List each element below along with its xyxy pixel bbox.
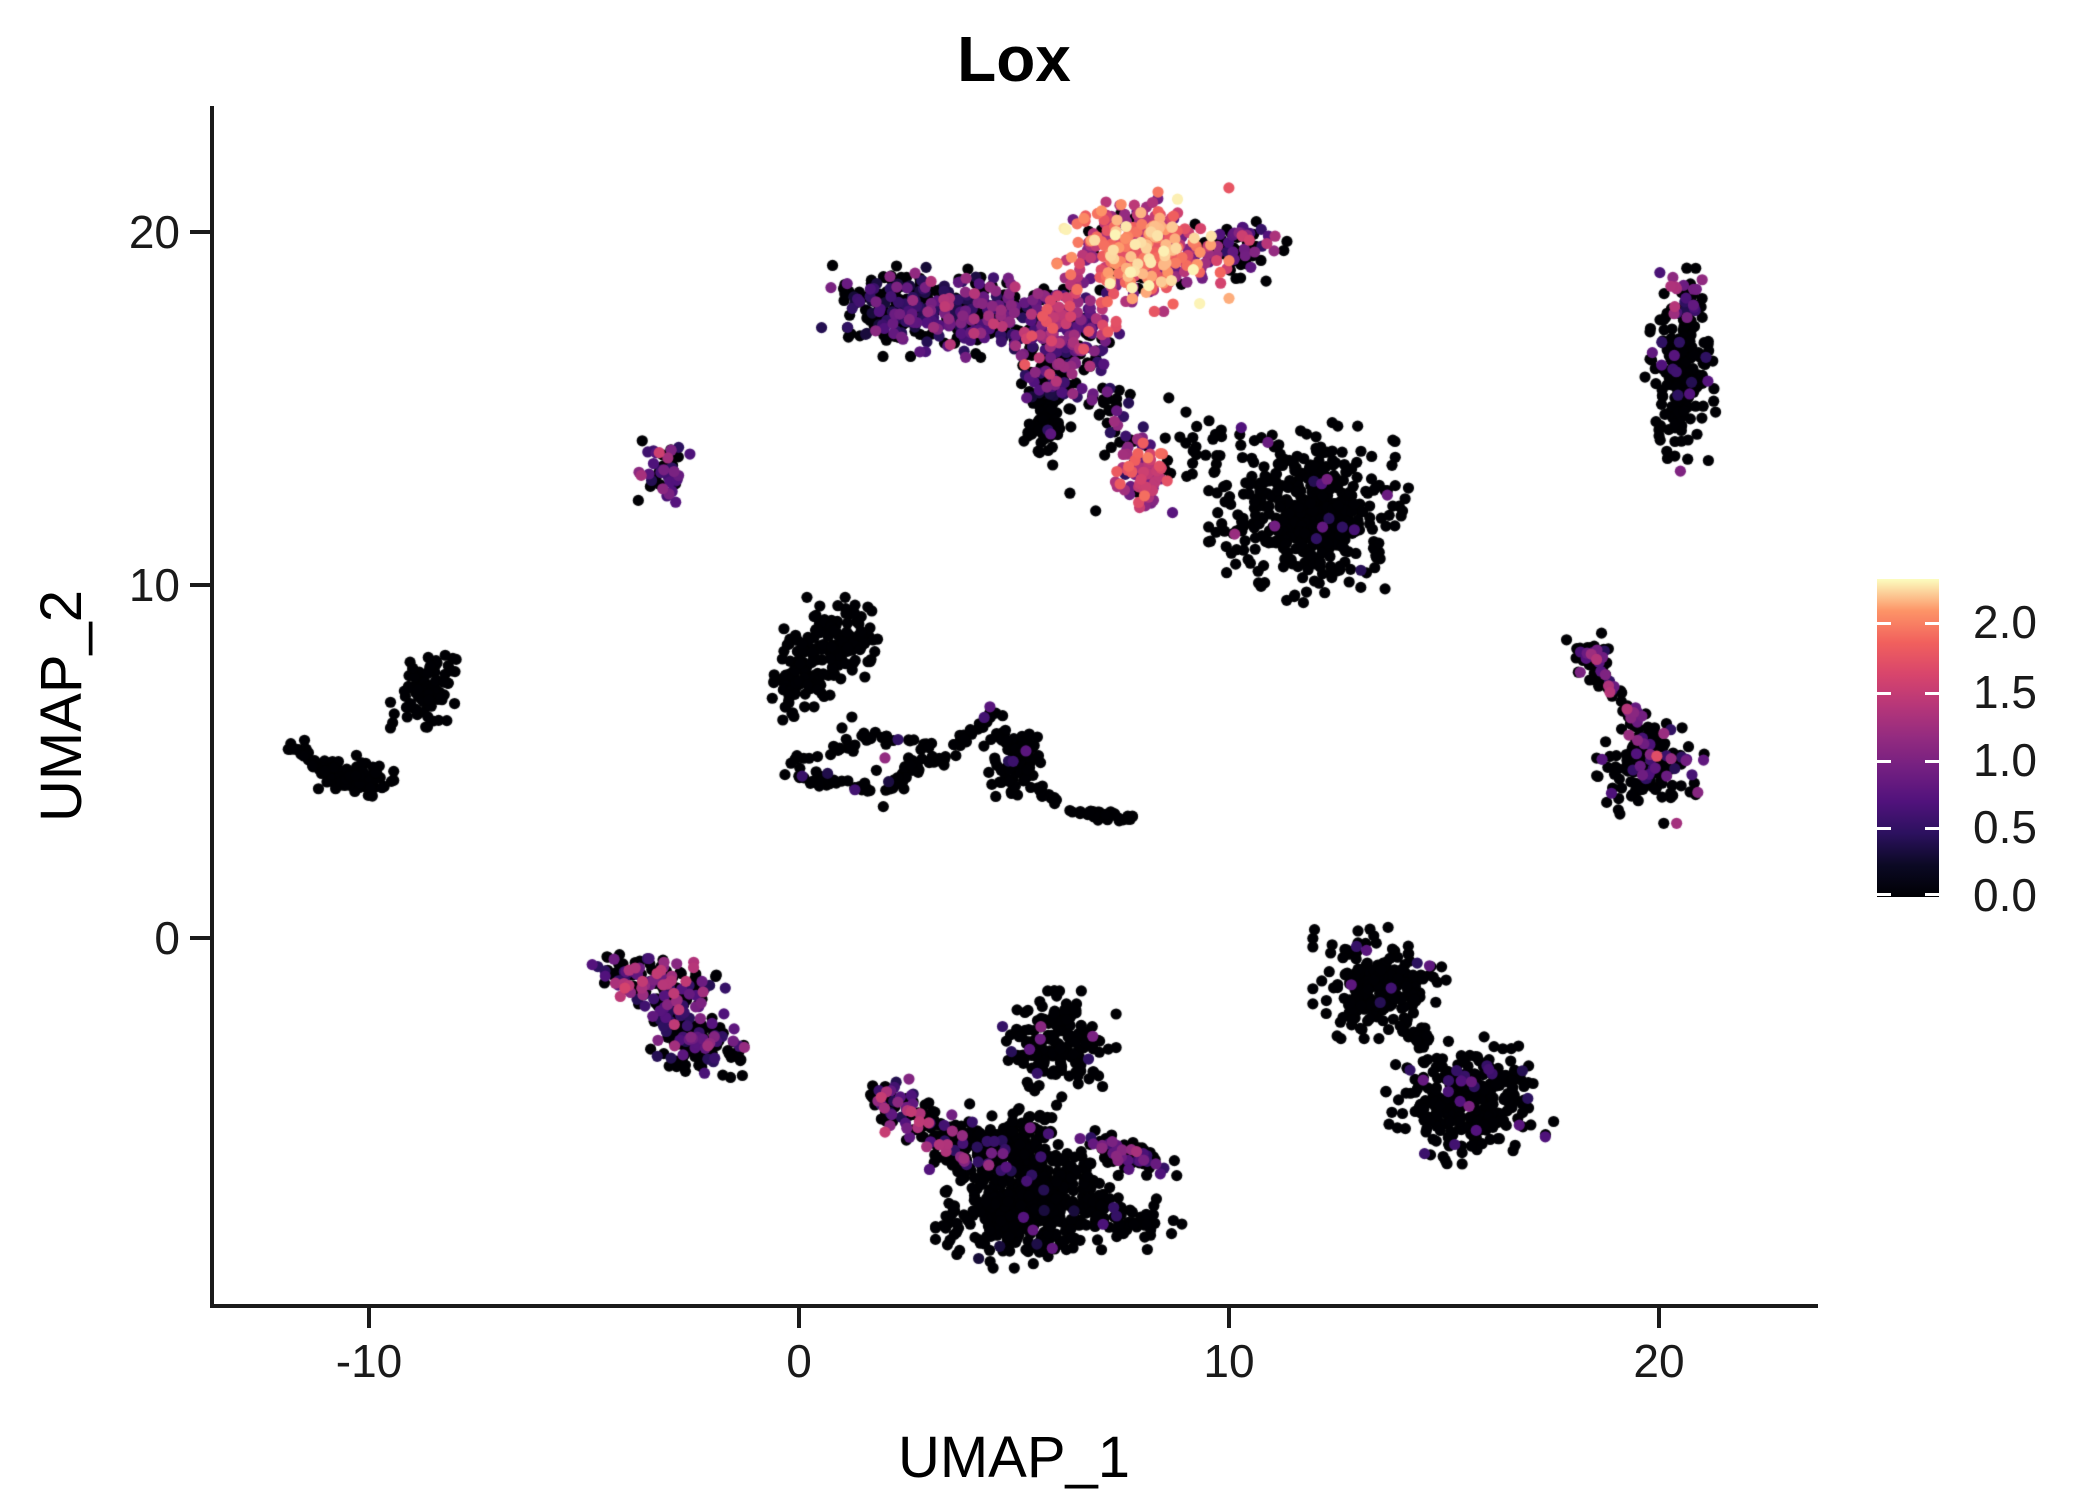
colorbar-label: 2.0 <box>1973 596 2037 648</box>
y-axis-line <box>210 106 214 1308</box>
x-tick-label: -10 <box>335 1335 403 1387</box>
y-tick <box>190 230 210 234</box>
colorbar-label: 1.0 <box>1973 734 2037 786</box>
colorbar-tick <box>1925 893 1939 896</box>
colorbar-tick <box>1925 692 1939 695</box>
colorbar-tick <box>1925 827 1939 830</box>
plot-title: Lox <box>957 23 1071 95</box>
colorbar-label: 1.5 <box>1973 666 2037 718</box>
x-tick-label: 0 <box>786 1335 812 1387</box>
x-tick <box>1657 1308 1661 1328</box>
y-tick-label: 10 <box>128 559 180 611</box>
colorbar-label: 0.5 <box>1973 801 2037 853</box>
y-tick-label: 20 <box>128 206 180 258</box>
colorbar-gradient <box>1877 579 1939 897</box>
y-tick <box>190 583 210 587</box>
expression-colorbar-legend: 2.0 1.5 1.0 0.5 0.0 <box>1877 579 2100 921</box>
y-tick <box>190 936 210 940</box>
colorbar-tick <box>1877 622 1891 625</box>
colorbar-tick <box>1877 760 1891 763</box>
x-tick <box>797 1308 801 1328</box>
x-axis-line <box>210 1304 1818 1308</box>
colorbar-tick <box>1877 692 1891 695</box>
x-axis-title: UMAP_1 <box>897 1425 1131 1490</box>
x-tick <box>1227 1308 1231 1328</box>
y-axis-title: UMAP_2 <box>29 589 94 823</box>
y-tick-label: 0 <box>154 912 180 964</box>
colorbar-tick <box>1877 827 1891 830</box>
colorbar-tick <box>1925 622 1939 625</box>
x-tick-label: 20 <box>1633 1335 1685 1387</box>
colorbar-tick <box>1877 893 1891 896</box>
colorbar-tick <box>1925 760 1939 763</box>
x-tick <box>367 1308 371 1328</box>
x-tick-label: 10 <box>1203 1335 1255 1387</box>
colorbar-label: 0.0 <box>1973 869 2037 921</box>
